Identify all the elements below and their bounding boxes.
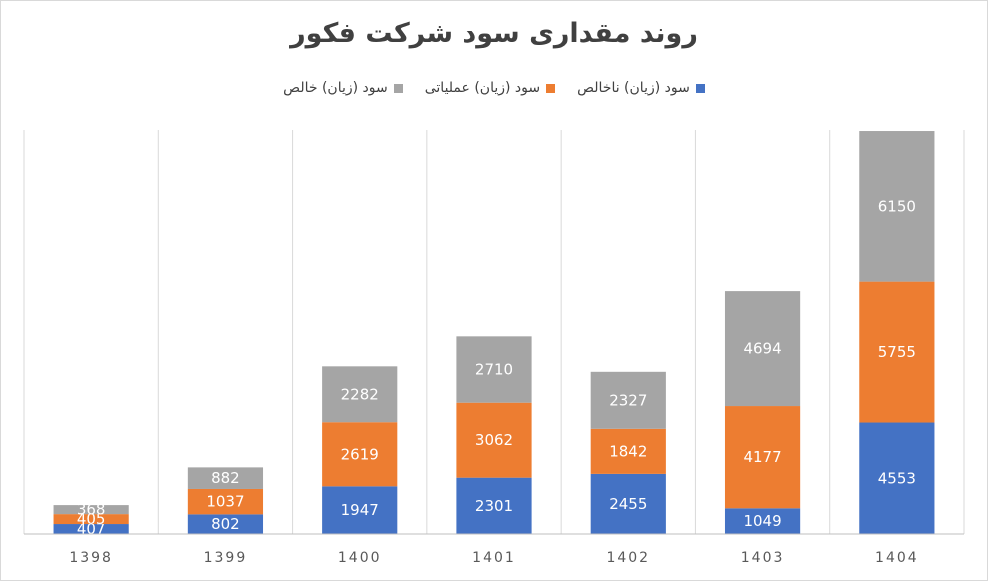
bar-segment: [322, 366, 398, 423]
bar-segment: [187, 488, 264, 515]
data-label: 405: [77, 510, 106, 528]
legend-label-operating: سود (زیان) عملیاتی: [424, 80, 541, 96]
bar-segment: [53, 505, 129, 515]
data-label: 1842: [609, 442, 647, 460]
data-label: 2455: [609, 495, 647, 513]
x-tick-label: 1404: [875, 550, 919, 566]
legend-swatch-net: [393, 83, 403, 93]
bar-segment: [590, 473, 666, 534]
data-label: 802: [211, 515, 240, 533]
bar-segment: [456, 477, 532, 534]
bar-segment: [590, 371, 666, 429]
bar-segment: [724, 508, 801, 534]
x-tick-label: 1401: [472, 550, 516, 566]
bar-segment: [322, 486, 398, 534]
x-tick-label: 1402: [606, 550, 650, 566]
data-label: 5755: [878, 343, 916, 361]
bar-segment: [859, 422, 935, 534]
data-label: 4553: [878, 469, 916, 487]
bar-segment: [724, 406, 801, 509]
legend-label-net: سود (زیان) خالص: [283, 80, 388, 96]
data-label: 1947: [341, 501, 379, 519]
data-label: 882: [211, 469, 240, 487]
data-label: 368: [77, 501, 106, 519]
legend-item-net: سود (زیان) خالص: [283, 80, 403, 96]
legend-item-operating: سود (زیان) عملیاتی: [424, 80, 556, 96]
data-label: 2619: [341, 445, 379, 463]
bar-segment: [590, 428, 666, 474]
data-label: 4694: [743, 340, 781, 358]
data-label: 1037: [206, 493, 244, 511]
legend-swatch-operating: [546, 83, 556, 93]
data-label: 2710: [475, 361, 513, 379]
x-tick-label: 1399: [204, 550, 248, 566]
bar-segment: [187, 467, 264, 489]
x-tick-label: 1398: [69, 550, 113, 566]
data-label: 2327: [609, 391, 647, 409]
bar-segment: [322, 422, 398, 487]
x-tick-label: 1403: [741, 550, 785, 566]
chart-title: روند مقداری سود شرکت فکور: [290, 18, 698, 49]
bar-segment: [53, 514, 129, 525]
bar-segment: [456, 336, 532, 403]
legend-swatch-gross: [695, 83, 705, 93]
bar-segment: [859, 131, 935, 282]
bar-segment: [859, 281, 935, 423]
data-label: 4177: [743, 448, 781, 466]
bar-segment: [456, 402, 532, 478]
legend: سود (زیان) ناخالص سود (زیان) عملیاتی سود…: [0, 80, 988, 96]
data-label: 2301: [475, 497, 513, 515]
bar-segment: [53, 524, 129, 534]
legend-item-gross: سود (زیان) ناخالص: [577, 80, 705, 96]
data-label: 3062: [475, 431, 513, 449]
data-label: 1049: [743, 512, 781, 530]
legend-label-gross: سود (زیان) ناخالص: [577, 80, 690, 96]
bar-segment: [724, 291, 801, 407]
bar-segment: [187, 514, 264, 534]
data-label: 2282: [341, 385, 379, 403]
data-label: 6150: [878, 197, 916, 215]
x-tick-label: 1400: [338, 550, 382, 566]
